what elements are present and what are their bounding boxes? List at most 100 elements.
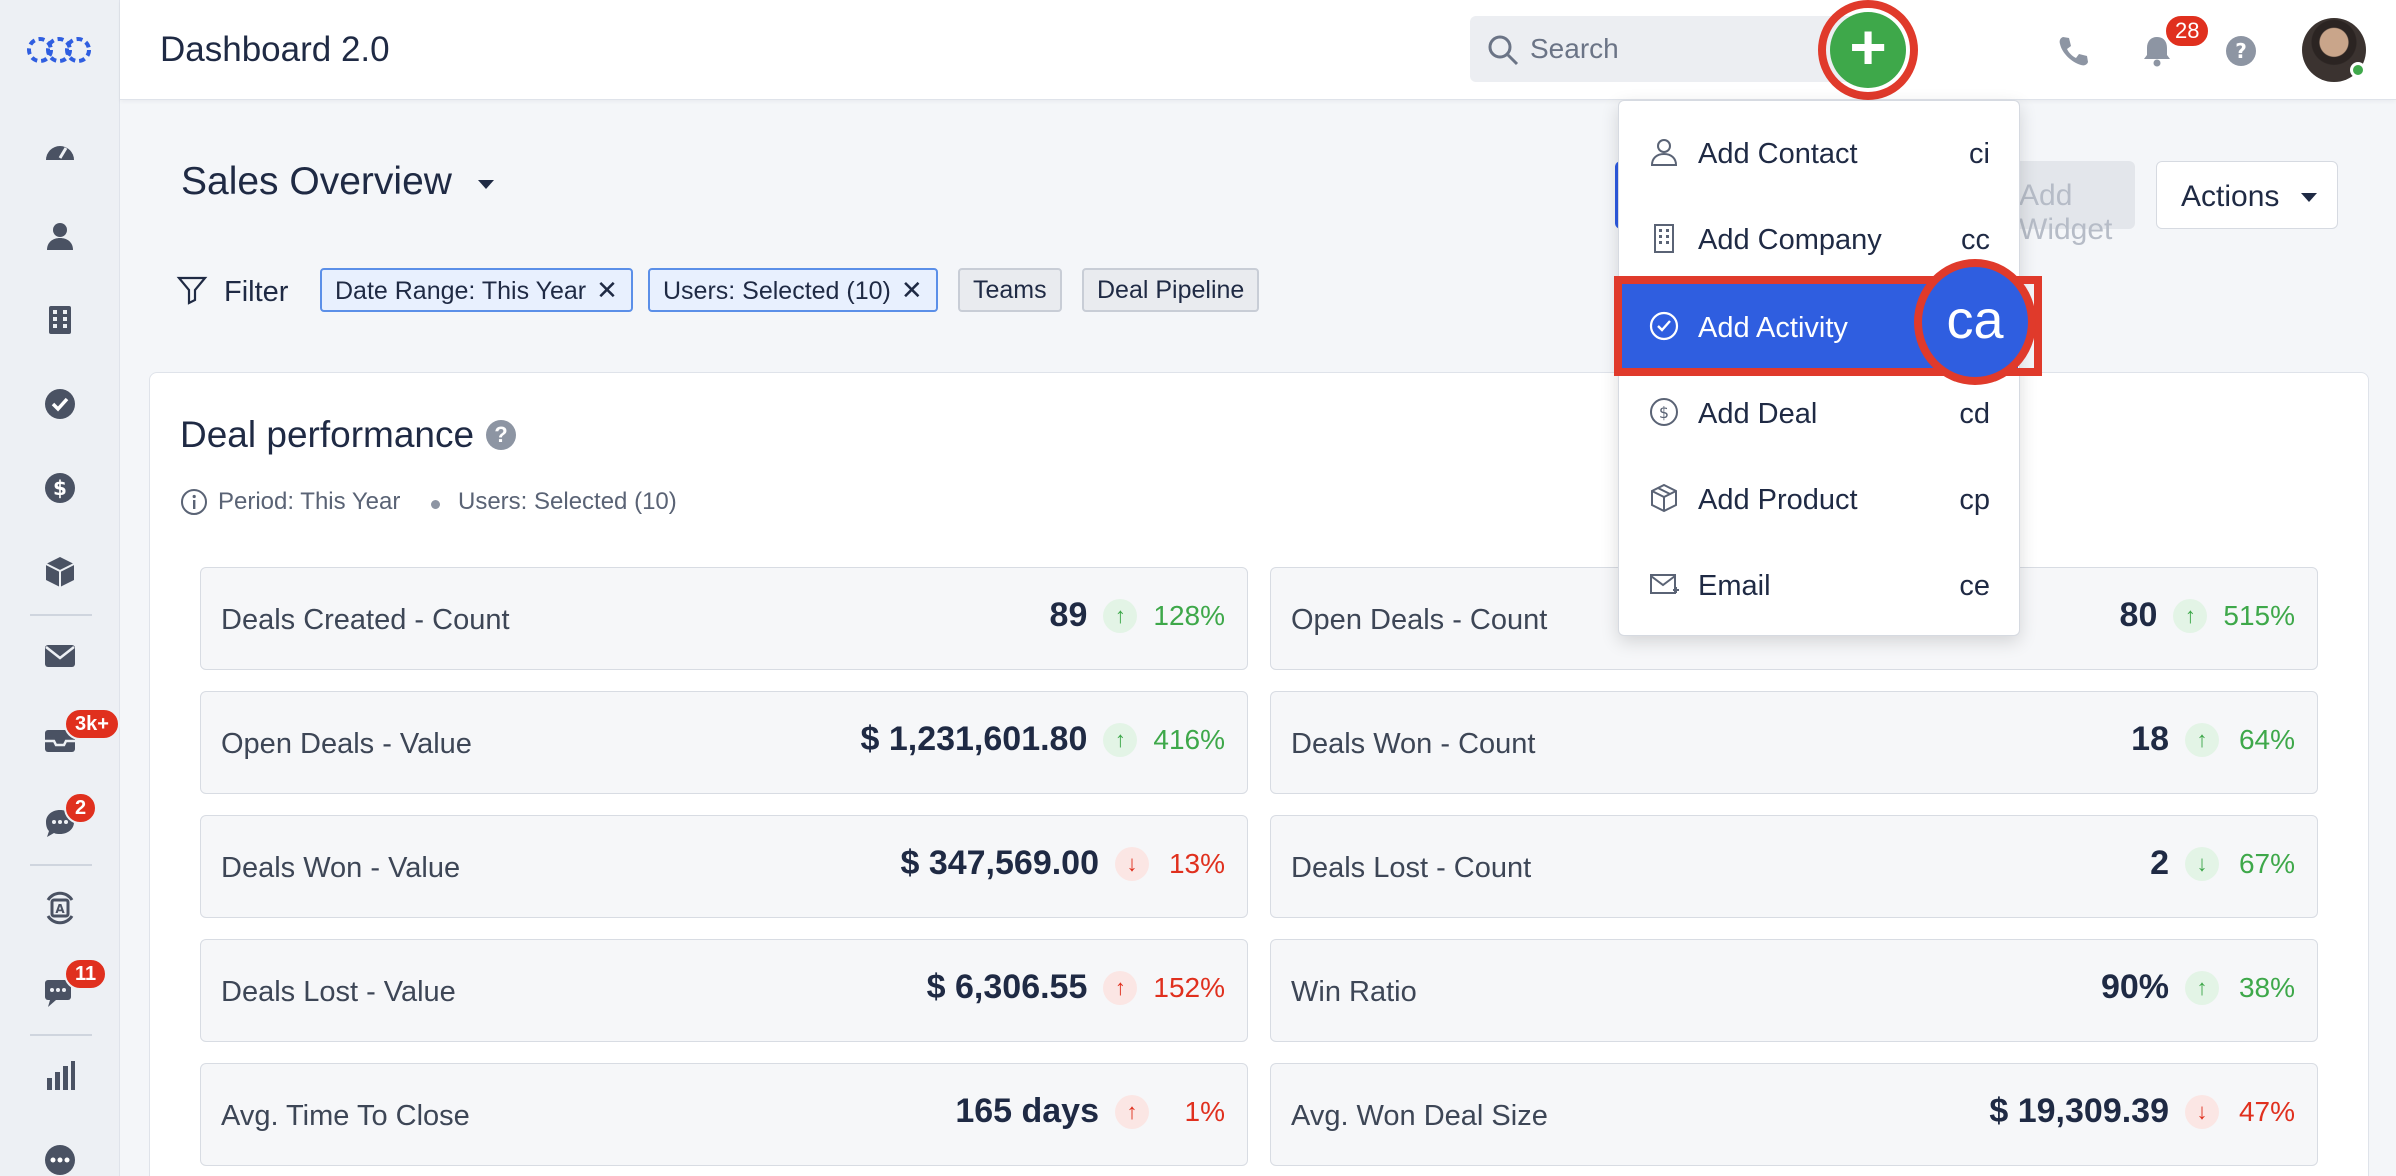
metric-tile[interactable]: Avg. Time To Close 165 days ↑ 1% <box>200 1063 1248 1166</box>
metric-values: 18 ↑ 64% <box>2131 720 2295 759</box>
menu-item-label: Add Product <box>1698 484 1858 516</box>
metric-label: Deals Lost - Value <box>221 976 456 1008</box>
chat-badge: 2 <box>64 792 98 824</box>
metric-change: 1% <box>1184 1095 1225 1127</box>
metric-value: 89 <box>1049 596 1088 634</box>
users-text: Users: Selected (10) <box>458 488 677 515</box>
arrow-up-icon: ↑ <box>1103 722 1138 757</box>
box-icon <box>1651 483 1677 513</box>
search-input[interactable] <box>1530 16 1870 82</box>
svg-text:$: $ <box>1659 403 1669 422</box>
chip-label: Teams <box>973 276 1047 304</box>
sidebar-item-more[interactable] <box>30 1130 90 1176</box>
search-box[interactable] <box>1470 16 1888 82</box>
phone-button[interactable] <box>2050 28 2096 74</box>
metric-tile[interactable]: Open Deals - Value $ 1,231,601.80 ↑ 416% <box>200 691 1248 794</box>
metric-values: 90% ↑ 38% <box>2101 968 2295 1007</box>
menu-item-add-company[interactable]: Add Company cc <box>1620 196 2018 282</box>
arrow-down-icon: ↓ <box>2185 1094 2219 1129</box>
menu-item-email[interactable]: Email ce <box>1620 542 2018 628</box>
menu-item-shortcut: cp <box>1959 484 1990 516</box>
sidebar: $ 3k+ 2 A 11 <box>0 0 120 1176</box>
metric-label: Win Ratio <box>1291 976 1417 1008</box>
sidebar-divider <box>30 864 92 866</box>
metric-value: $ 347,569.00 <box>900 844 1099 882</box>
card-title: Deal performance <box>180 414 475 455</box>
metric-value: 165 days <box>955 1092 1099 1130</box>
highlight-circle <box>1818 0 1918 100</box>
brand-logo-icon[interactable] <box>24 30 94 70</box>
menu-item-label: Add Company <box>1698 224 1882 256</box>
sidebar-item-email[interactable] <box>30 626 90 686</box>
metric-values: 89 ↑ 128% <box>1050 596 1225 635</box>
building-icon <box>49 306 71 334</box>
metric-tile[interactable]: Deals Won - Count 18 ↑ 64% <box>1270 691 2318 794</box>
more-icon <box>45 1145 75 1175</box>
close-icon[interactable]: ✕ <box>900 275 923 305</box>
filter-icon[interactable] <box>176 274 208 306</box>
sidebar-item-messages[interactable] <box>30 962 90 1022</box>
metric-tile[interactable]: Deals Lost - Value $ 6,306.55 ↑ 152% <box>200 939 1248 1042</box>
help-button[interactable]: ? <box>2218 28 2264 74</box>
notifications-button[interactable] <box>2134 28 2180 74</box>
svg-text:?: ? <box>2235 39 2247 63</box>
metric-values: $ 6,306.55 ↑ 152% <box>927 968 1225 1007</box>
inbox-icon <box>45 730 75 752</box>
sidebar-item-dashboard[interactable] <box>30 122 90 182</box>
sidebar-item-products[interactable] <box>30 542 90 602</box>
menu-item-add-deal[interactable]: $ Add Deal cd <box>1620 370 2018 456</box>
metric-value: $ 6,306.55 <box>926 968 1088 1006</box>
metric-change: 38% <box>2238 971 2295 1003</box>
filter-label[interactable]: Filter <box>224 276 289 308</box>
chevron-down-icon[interactable] <box>478 180 494 189</box>
metric-change: 13% <box>1168 847 1225 879</box>
building-icon <box>1654 224 1674 253</box>
help-icon[interactable]: ? <box>486 420 516 450</box>
filter-chip-teams[interactable]: Teams <box>958 268 1062 312</box>
metric-value: $ 19,309.39 <box>1989 1092 2169 1130</box>
quick-add-button[interactable]: + <box>1830 12 1906 88</box>
close-icon[interactable]: ✕ <box>596 275 618 305</box>
metric-label: Deals Created - Count <box>221 604 510 636</box>
bell-icon <box>2144 37 2170 67</box>
plus-icon: + <box>1849 11 1887 83</box>
metric-tile[interactable]: Win Ratio 90% ↑ 38% <box>1270 939 2318 1042</box>
metric-change: 152% <box>1153 971 1225 1003</box>
chip-label: Users: Selected (10) <box>663 277 891 305</box>
metric-tile[interactable]: Avg. Won Deal Size $ 19,309.39 ↓ 47% <box>1270 1063 2318 1166</box>
metric-tile[interactable]: Deals Created - Count 89 ↑ 128% <box>200 567 1248 670</box>
metric-label: Deals Won - Value <box>221 852 461 884</box>
arrow-up-icon: ↑ <box>1115 1094 1149 1129</box>
sidebar-item-reports[interactable] <box>30 1046 90 1106</box>
sidebar-item-deals[interactable]: $ <box>30 458 90 518</box>
menu-item-add-contact[interactable]: Add Contact ci <box>1620 110 2018 196</box>
menu-item-shortcut: cd <box>1959 398 1990 430</box>
sidebar-item-automation[interactable]: A <box>30 878 90 938</box>
metric-tile[interactable]: Deals Won - Value $ 347,569.00 ↓ 13% <box>200 815 1248 918</box>
speedometer-icon <box>46 146 74 160</box>
add-widget-label: Add Widget <box>2019 179 2113 246</box>
sidebar-item-companies[interactable] <box>30 290 90 350</box>
chip-label: Date Range: This Year <box>335 277 587 305</box>
metric-tile[interactable]: Deals Lost - Count 2 ↓ 67% <box>1270 815 2318 918</box>
email-icon <box>1650 574 1679 594</box>
metric-label: Avg. Time To Close <box>221 1100 470 1132</box>
filter-chip-deal-pipeline[interactable]: Deal Pipeline <box>1082 268 1260 312</box>
sidebar-item-activities[interactable] <box>30 374 90 434</box>
check-circle-icon <box>45 389 75 419</box>
shortcut-highlight: ca <box>1914 259 2036 385</box>
metric-values: $ 1,231,601.80 ↑ 416% <box>860 720 1225 759</box>
actions-button[interactable]: Actions <box>2156 161 2338 229</box>
help-icon: ? <box>2226 36 2256 66</box>
messages-icon <box>45 980 71 1007</box>
metric-value: 90% <box>2100 968 2169 1006</box>
sidebar-item-inbox[interactable] <box>30 710 90 770</box>
menu-item-shortcut: cc <box>1961 224 1990 256</box>
page-title[interactable]: Sales Overview <box>181 160 452 203</box>
filter-chip-date-range[interactable]: Date Range: This Year ✕ <box>320 268 633 312</box>
menu-item-add-product[interactable]: Add Product cp <box>1620 456 2018 542</box>
sidebar-divider <box>30 614 92 616</box>
user-icon <box>47 223 73 250</box>
filter-chip-users[interactable]: Users: Selected (10) ✕ <box>648 268 938 312</box>
sidebar-item-contacts[interactable] <box>30 206 90 266</box>
